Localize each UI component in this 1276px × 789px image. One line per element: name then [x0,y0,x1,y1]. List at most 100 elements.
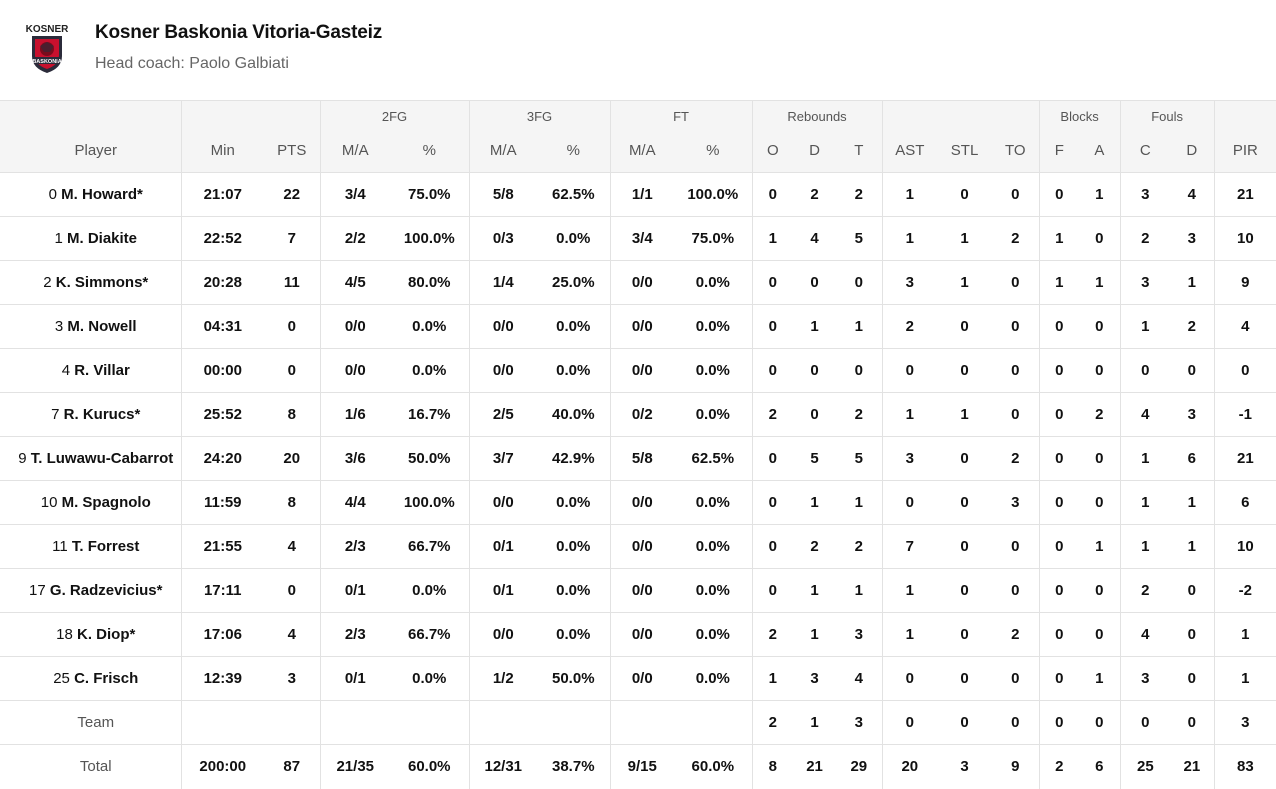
stat-cell: 0 [937,348,993,393]
stat-cell: 0/0 [610,480,675,525]
player-name[interactable]: R. Kurucs* [63,406,141,423]
stat-cell: 2/3 [320,524,390,569]
stat-cell [674,700,753,745]
stat-cell: 1 [1170,524,1215,569]
stat-cell: 3 [836,612,883,657]
player-cell[interactable]: 10 M. Spagnolo [0,480,182,525]
stat-cell: 0 [1039,304,1080,349]
player-cell[interactable]: 18 K. Diop* [0,612,182,657]
player-row[interactable]: 1 M. Diakite 22:52 7 2/2 100.0% 0/3 0.0% 3/4 75.… [0,216,1276,261]
stat-cell: 0 [1079,480,1121,525]
player-cell[interactable]: 3 M. Nowell [0,304,182,349]
stat-cell: 12/31 [484,758,523,776]
stat-cell: 3 [960,758,969,776]
player-name[interactable]: M. Diakite [66,230,138,247]
player-cell[interactable]: 0 M. Howard* [0,172,182,217]
stat-cell: 0/1 [469,524,538,569]
player-name[interactable]: M. Spagnolo [61,494,151,511]
stat-cell: 0 [264,568,321,613]
stat-cell [320,700,390,745]
stat-cell: 1 [1170,480,1215,525]
player-cell[interactable]: 25 C. Frisch [0,656,182,701]
stat-cell: 0/1 [320,656,390,701]
stat-cell: 0 [992,392,1040,437]
stat-cell: 0/0 [469,348,538,393]
stat-cell: 0/0 [610,348,675,393]
stat-cell: 100.0% [674,172,753,217]
column-header-row: Player Min PTS M/A % M/A % M/A % O D T A… [0,128,1276,173]
player-cell[interactable]: 4 R. Villar [0,348,182,393]
player-number: 25 [53,670,70,687]
stat-cell: 21 [1214,172,1276,217]
stat-cell: 2 [836,392,883,437]
stat-cell: 0.0% [674,524,753,569]
stat-cell: 4 [1214,304,1276,349]
player-row[interactable]: 17 G. Radzevicius* 17:11 0 0/1 0.0% 0/1 0.0% 0/… [0,568,1276,613]
player-row[interactable]: 7 R. Kurucs* 25:52 8 1/6 16.7% 2/5 40.0% 0/2 0.0… [0,392,1276,437]
stat-cell: 2 [1079,392,1121,437]
stat-cell: 1 [1079,524,1121,569]
stat-cell: 29 [836,744,883,789]
player-number: 18 [56,626,73,643]
stat-cell: 1 [793,568,837,613]
player-name[interactable]: T. Forrest [71,538,140,555]
player-name[interactable]: M. Nowell [67,318,137,335]
player-cell[interactable]: 17 G. Radzevicius* [0,568,182,613]
stat-cell: -2 [1214,568,1276,613]
stat-cell: 1 [1120,304,1171,349]
stat-cell: 0/0 [610,612,675,657]
player-cell[interactable]: 9 T. Luwawu-Cabarrot [0,436,182,481]
player-cell[interactable]: 11 T. Forrest [0,524,182,569]
stat-cell: 0.0% [537,480,611,525]
player-row[interactable]: 4 R. Villar 00:00 0 0/0 0.0% 0/0 0.0% 0/0 0.0% 0 0… [0,348,1276,393]
player-row[interactable]: 2 K. Simmons* 20:28 11 4/5 80.0% 1/4 25.0% 0/0 0… [0,260,1276,305]
player-cell[interactable]: 2 K. Simmons* [0,260,182,305]
player-row[interactable]: 3 M. Nowell 04:31 0 0/0 0.0% 0/0 0.0% 0/0 0.0% 0 1… [0,304,1276,349]
group-fouls: Fouls [1120,100,1215,129]
player-row[interactable]: 0 M. Howard* 21:07 22 3/4 75.0% 5/8 62.5% 1/1 10… [0,172,1276,217]
player-row[interactable]: 10 M. Spagnolo 11:59 8 4/4 100.0% 0/0 0.0% 0/0 0… [0,480,1276,525]
stat-cell: 2 [1120,216,1171,261]
player-name[interactable]: G. Radzevicius* [49,582,163,599]
stat-cell: 0.0% [537,304,611,349]
stat-cell: 0 [1039,436,1080,481]
stat-cell: 7 [882,524,938,569]
player-name[interactable]: K. Simmons* [55,274,149,291]
player-number: 4 [61,362,71,379]
stat-cell: 8 [768,758,777,776]
player-row[interactable]: 18 K. Diop* 17:06 4 2/3 66.7% 0/0 0.0% 0/0 0.0% 2… [0,612,1276,657]
player-row[interactable]: 25 C. Frisch 12:39 3 0/1 0.0% 1/2 50.0% 0/0 0.0%… [0,656,1276,701]
player-name[interactable]: C. Frisch [74,670,139,687]
stat-cell: 2 [1170,304,1215,349]
player-row[interactable]: 9 T. Luwawu-Cabarrot 24:20 20 3/6 50.0% 3/7 42… [0,436,1276,481]
stat-cell: 1 [882,568,938,613]
column-group-row: 2FG 3FG FT Rebounds Blocks Fouls [0,100,1276,129]
player-cell[interactable]: 7 R. Kurucs* [0,392,182,437]
stat-cell: 3 [1170,216,1215,261]
stat-cell: 50.0% [390,436,470,481]
stat-cell: 0 [752,172,794,217]
player-cell[interactable]: 1 M. Diakite [0,216,182,261]
svg-text:KOSNER: KOSNER [26,24,70,35]
stat-cell: 0 [1039,348,1080,393]
stat-cell: 2 [836,172,883,217]
stat-cell: 2 [793,172,837,217]
player-name[interactable]: K. Diop* [77,626,136,643]
stat-cell: 1 [1079,172,1121,217]
stat-cell: 75.0% [390,172,470,217]
stat-cell: 5 [836,436,883,481]
stat-cell: 0/0 [469,612,538,657]
svg-text:BASKONIA: BASKONIA [32,59,61,65]
stat-cell: 22 [264,172,321,217]
stat-cell: 0 [1170,612,1215,657]
stat-cell: 3 [264,656,321,701]
player-name[interactable]: R. Villar [74,362,130,379]
player-row[interactable]: 11 T. Forrest 21:55 4 2/3 66.7% 0/1 0.0% 0/0 0.0… [0,524,1276,569]
stat-cell: 17:06 [181,612,264,657]
player-name[interactable]: T. Luwawu-Cabarrot [30,450,174,467]
col-header: F [1039,128,1080,173]
stat-cell: 0 [992,304,1040,349]
player-name[interactable]: M. Howard* [61,186,143,203]
stat-cell: 0 [1079,700,1121,745]
stat-cell: 5 [836,216,883,261]
